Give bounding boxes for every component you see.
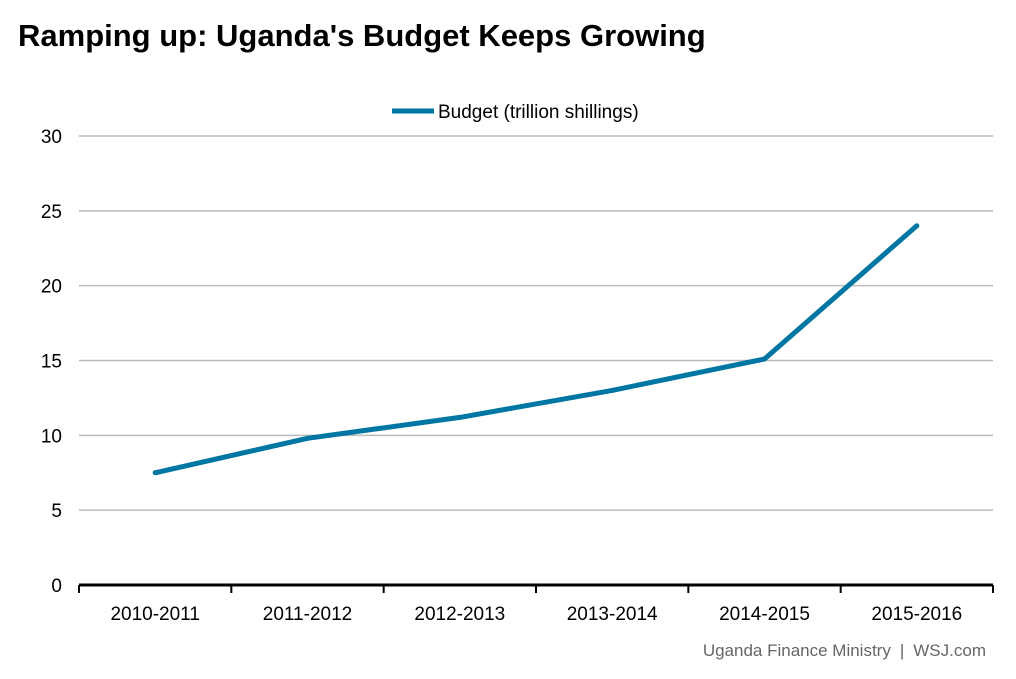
- x-tick-label-2013-2014: 2013-2014: [567, 604, 658, 625]
- y-tick-label-10: 10: [41, 426, 62, 447]
- x-axis-ticks: 2010-2011 2011-2012 2012-2013 2013-2014 2014…: [110, 604, 962, 625]
- legend-label: Budget (trillion shillings): [438, 102, 639, 123]
- y-tick-label-5: 5: [51, 501, 62, 522]
- source-ministry: Uganda Finance Ministry: [702, 641, 891, 660]
- data-point-2014-2015: [762, 356, 767, 362]
- series-line-0: [154, 223, 919, 476]
- legend: Budget (trillion shillings): [392, 102, 639, 123]
- series-lines: [152, 223, 920, 476]
- x-axis: [78, 583, 994, 593]
- data-point-2013-2014: [609, 387, 615, 393]
- data-point-2010-2011: [152, 470, 158, 476]
- data-point-2012-2013: [457, 414, 463, 420]
- source-website: WSJ.com: [913, 641, 986, 660]
- y-tick-label-30: 30: [41, 127, 62, 148]
- y-tick-label-20: 20: [41, 277, 62, 298]
- y-axis-ticks: 0 5 10 15 20 25 30: [41, 127, 62, 597]
- y-tick-label-15: 15: [41, 352, 62, 373]
- source-separator: |: [899, 641, 905, 660]
- x-tick-label-2012-2013: 2012-2013: [414, 604, 505, 625]
- data-point-2011-2012: [305, 435, 310, 441]
- grid-lines: [79, 135, 993, 511]
- y-tick-label-25: 25: [41, 202, 62, 223]
- x-tick-label-2015-2016: 2015-2016: [871, 604, 962, 625]
- source-credit: Uganda Finance Ministry | WSJ.com: [703, 641, 986, 661]
- x-tick-label-2011-2012: 2011-2012: [263, 604, 352, 625]
- y-tick-label-0: 0: [51, 576, 62, 597]
- data-point-2015-2016: [914, 223, 920, 229]
- chart-title: Ramping up: Uganda's Budget Keeps Growin…: [18, 18, 706, 53]
- x-tick-label-2010-2011: 2010-2011: [110, 604, 199, 625]
- x-tick-label-2014-2015: 2014-2015: [719, 604, 810, 625]
